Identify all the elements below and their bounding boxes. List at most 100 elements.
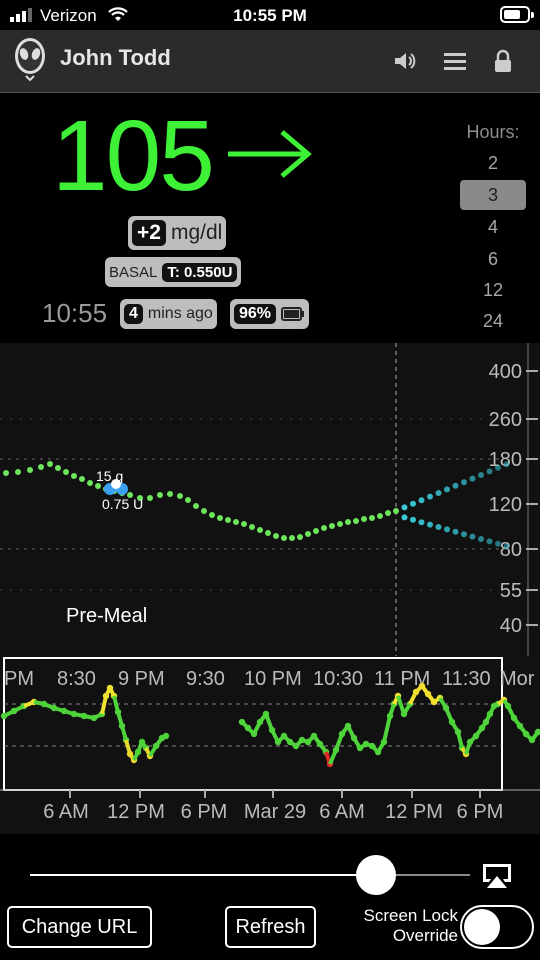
carb-label: 15 g [96, 468, 123, 484]
glucose-chart[interactable]: 400 260 180 120 80 55 40 15 g 0.75 U Pre-Meal [0, 343, 540, 657]
overview-segment [426, 692, 436, 704]
lock-icon[interactable] [490, 48, 516, 74]
overview-segment [346, 725, 356, 739]
slider-thumb[interactable] [356, 855, 396, 895]
forecast-point [486, 468, 493, 475]
speaker-icon[interactable] [392, 48, 418, 74]
bg-point [329, 523, 335, 529]
overview-segment [506, 705, 516, 719]
overview-chart[interactable]: PM 8:30 9 PM 9:30 10 PM 10:30 11 PM 11:30 Mor 6 A… [0, 656, 540, 834]
overview-top-label: PM [4, 668, 34, 690]
forecast-point [469, 533, 476, 540]
ago-number: 4 [124, 304, 143, 324]
overview-top-label: 10 PM [244, 668, 302, 690]
overview-segment [420, 684, 430, 696]
overview-segment [294, 738, 304, 748]
forecast-point [495, 464, 501, 471]
overview-segment [388, 703, 396, 717]
overview-segment [161, 734, 167, 740]
bg-point [377, 513, 383, 519]
hour-option-24[interactable]: 24 [482, 311, 504, 331]
overview-segment [402, 702, 412, 716]
bg-point [201, 508, 207, 514]
overview-segment [124, 739, 132, 755]
overview-segment [468, 734, 478, 744]
hour-option-3[interactable]: 3 [460, 180, 526, 210]
bg-point [289, 535, 295, 541]
overview-segment [140, 740, 148, 750]
overview-segment [264, 713, 274, 731]
bg-point [273, 533, 279, 539]
overview-bottom-label: 6 PM [457, 801, 504, 823]
bg-point [233, 519, 239, 525]
bg-point [241, 521, 247, 527]
hour-option-6[interactable]: 6 [487, 249, 498, 269]
battery-icon [500, 6, 534, 23]
bg-point [369, 515, 375, 521]
hours-label: Hours: [466, 122, 520, 142]
overview-segment [43, 702, 55, 710]
overview-top-label: 9 PM [118, 668, 165, 690]
menu-icon[interactable] [442, 48, 468, 74]
bg-point [38, 464, 44, 470]
overview-bottom-label: 6 PM [181, 801, 228, 823]
toggle-knob[interactable] [464, 909, 500, 945]
hour-option-4[interactable]: 4 [487, 217, 498, 237]
overview-segment [450, 720, 460, 734]
forecast-point [418, 497, 425, 504]
bg-point [361, 516, 367, 522]
overview-bottom-label: 12 PM [107, 801, 165, 823]
overview-segment [282, 734, 292, 744]
screen-lock-line2: Override [392, 926, 458, 945]
uploader-battery-badge: 96% [230, 299, 310, 329]
hour-option-2[interactable]: 2 [487, 153, 498, 173]
overview-bottom-label: 6 AM [43, 801, 89, 823]
forecast-point [461, 531, 467, 538]
battery-percent: 96% [234, 304, 277, 324]
forecast-point [401, 504, 408, 511]
forecast-point [435, 490, 442, 496]
forecast-point [418, 519, 425, 526]
overview-segment [456, 731, 464, 749]
bg-point [345, 519, 351, 525]
bg-point [167, 491, 173, 497]
overview-segment [480, 720, 488, 730]
y-tick-label: 120 [489, 494, 522, 516]
overview-segment [3, 709, 15, 718]
overview-segment [312, 734, 322, 746]
bg-point [297, 534, 303, 540]
status-bar: Verizon 10:55 PM [0, 0, 540, 30]
overview-segment [120, 725, 128, 741]
forecast-point [478, 472, 484, 478]
bg-point [249, 524, 255, 530]
y-tick-label: 40 [500, 615, 522, 637]
bg-point [87, 480, 93, 486]
bg-point [137, 495, 143, 501]
forecast-point [486, 538, 493, 545]
airplay-icon[interactable] [480, 862, 514, 890]
overview-top-label: Mor [500, 668, 535, 690]
overview-segment [328, 749, 338, 765]
bg-point [337, 521, 343, 527]
overview-segment [464, 741, 472, 755]
overview-segment [112, 695, 120, 713]
overview-segment [530, 730, 540, 742]
change-url-button[interactable]: Change URL [7, 906, 152, 948]
ago-text: mins ago [147, 305, 213, 322]
basal-label: BASAL [109, 263, 158, 281]
overview-segment [493, 702, 499, 708]
y-tick-label: 55 [500, 580, 522, 602]
app-header: John Todd [0, 30, 540, 93]
screen-lock-toggle[interactable] [460, 905, 534, 949]
overview-segment [288, 740, 298, 748]
bg-point [127, 492, 133, 498]
forecast-point [427, 521, 433, 528]
overview-top-label: 8:30 [57, 668, 96, 690]
overview-segment [23, 700, 35, 708]
refresh-button[interactable]: Refresh [225, 906, 316, 948]
overview-segment [408, 691, 418, 705]
hour-option-12[interactable]: 12 [482, 280, 504, 300]
overview-segment [13, 704, 25, 713]
bg-point [157, 492, 163, 498]
overview-segment [318, 742, 328, 754]
